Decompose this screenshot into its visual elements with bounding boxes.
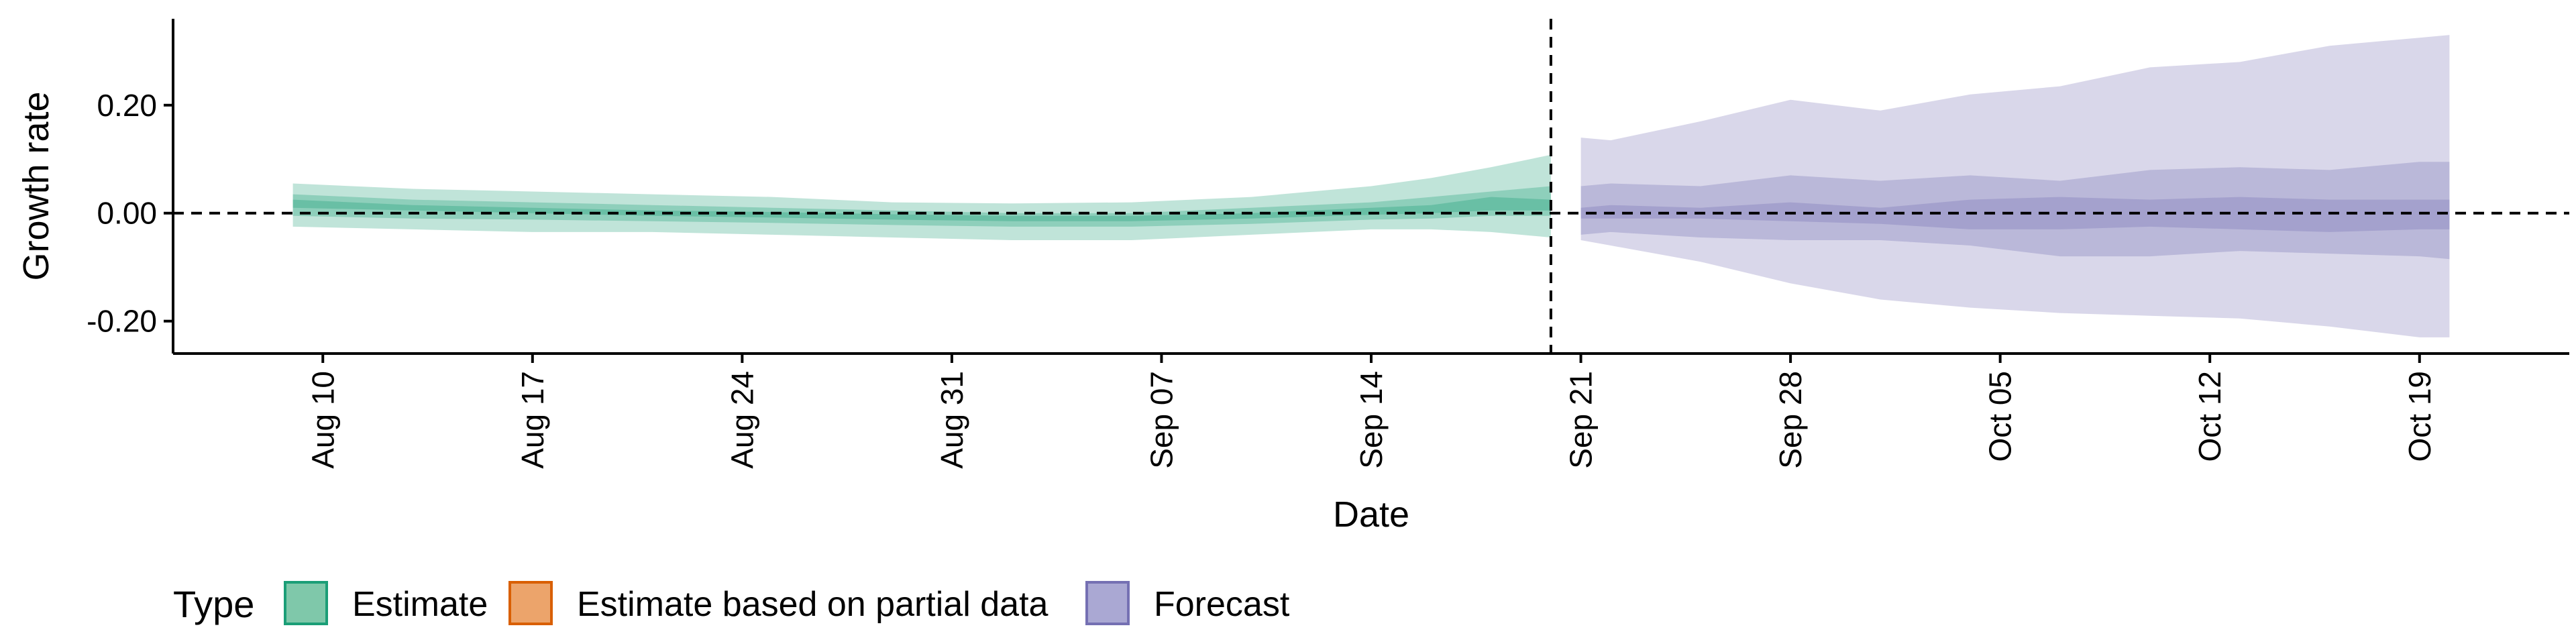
y-tick-label: 0.00 [97, 196, 157, 231]
x-tick-label: Aug 24 [724, 371, 759, 469]
legend-label-estimate-based-on-partial-data: Estimate based on partial data [577, 585, 1049, 624]
reference-lines [173, 19, 2569, 354]
legend-key-estimate-based-on-partial-data [508, 581, 553, 625]
x-tick-label: Oct 19 [2402, 371, 2437, 462]
legend-label-estimate: Estimate [352, 585, 488, 624]
estimate-mid-band [292, 186, 1551, 227]
x-tick-label: Aug 31 [934, 371, 969, 469]
legend-title: Type [173, 583, 254, 625]
estimate-inner-band [292, 197, 1551, 221]
y-tick-label: 0.20 [97, 88, 157, 123]
forecast-inner-band [1580, 197, 2450, 232]
x-tick-label: Oct 12 [2192, 371, 2227, 462]
y-axis-title: Growth rate [16, 91, 56, 280]
x-tick-label: Aug 10 [305, 371, 340, 469]
legend: Type Estimate Estimate based on partial d… [173, 581, 1290, 625]
legend-label-forecast: Forecast [1154, 585, 1290, 624]
x-tick-label: Oct 05 [1983, 371, 2018, 462]
x-tick-label: Sep 28 [1773, 371, 1808, 469]
legend-key-forecast [1085, 581, 1130, 625]
tick-layer: Aug 10 Aug 17 Aug 24 Aug 31 Sep 07 Sep 14 Sep … [87, 88, 2437, 469]
x-tick-label: Sep 07 [1144, 371, 1179, 469]
x-tick-label: Sep 21 [1564, 371, 1599, 469]
bands-layer [292, 35, 2450, 337]
x-tick-label: Sep 14 [1354, 371, 1389, 469]
legend-key-estimate [284, 581, 328, 625]
forecast-outer-band [1580, 35, 2450, 337]
y-tick-label: -0.20 [87, 304, 157, 339]
x-axis-title: Date [1333, 494, 1409, 535]
forecast-mid-band [1580, 162, 2450, 260]
estimate-outer-band [292, 154, 1551, 240]
x-tick-label: Aug 17 [515, 371, 550, 469]
